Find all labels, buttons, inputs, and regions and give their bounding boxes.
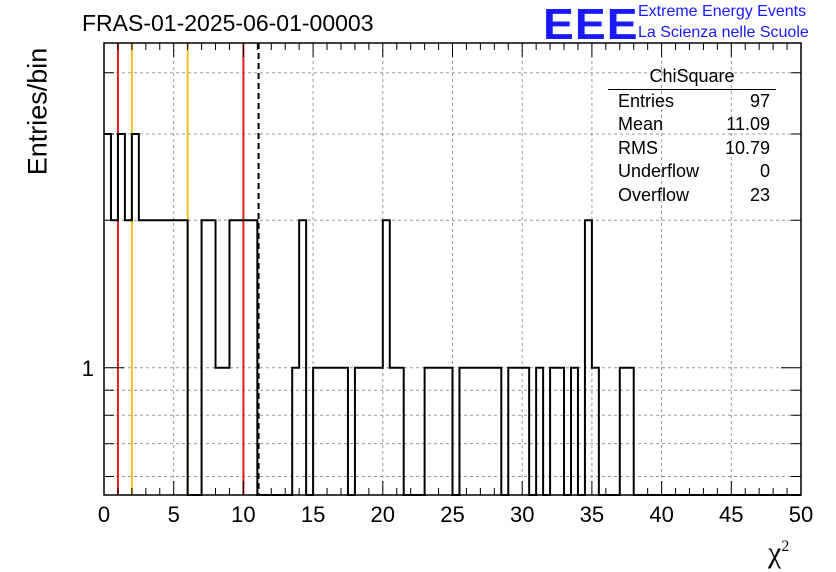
x-tick-label: 25 [440,502,464,527]
stats-row-value: 97 [749,91,770,111]
stats-rows: Entries 97 Mean 11.09 RMS 10.79 Underflow 0 Over… [610,90,778,207]
stats-row: Mean 11.09 [610,113,778,136]
stats-row: Underflow 0 [610,160,778,183]
x-tick-label: 15 [301,502,325,527]
y-tick-label: 1 [82,356,94,381]
stats-row-value: 11.09 [726,114,770,135]
stats-row-label: Overflow [618,184,690,205]
stats-row-value: 10.79 [724,137,770,158]
x-tick-label: 0 [98,502,110,527]
x-tick-label: 20 [371,502,395,527]
stats-row-label: RMS [618,137,658,158]
x-tick-label: 50 [789,502,813,527]
eee-logo-mark: EEE [543,0,639,49]
stats-box-title: ChiSquare [608,66,776,90]
stats-row: Overflow 23 [610,184,778,207]
x-tick-label: 30 [510,502,534,527]
x-tick-label: 45 [719,502,743,527]
stats-row-label: Underflow [618,161,700,182]
stats-row-value: 0 [759,161,770,182]
stats-row-label: Entries [618,91,675,111]
x-tick-label: 5 [168,502,180,527]
stats-row-value: 23 [749,184,770,205]
x-axis-label-superscript: 2 [781,538,790,555]
x-axis-label: χ2 [768,536,789,570]
stats-row: Entries 97 [610,90,778,113]
x-tick-label: 10 [231,502,255,527]
stats-box: ChiSquare Entries 97 Mean 11.09 RMS 10.79 Unde… [608,66,778,207]
stats-row: RMS 10.79 [610,137,778,160]
logo-line-1: Extreme Energy Events [638,3,807,20]
x-tick-label: 40 [649,502,673,527]
x-tick-label: 35 [580,502,604,527]
x-axis-label-text: χ [768,536,782,569]
logo-line-2: La Scienza nelle Scuole [638,24,809,41]
chart-title: FRAS-01-2025-06-01-00003 [82,10,374,36]
stats-row-label: Mean [618,114,664,135]
